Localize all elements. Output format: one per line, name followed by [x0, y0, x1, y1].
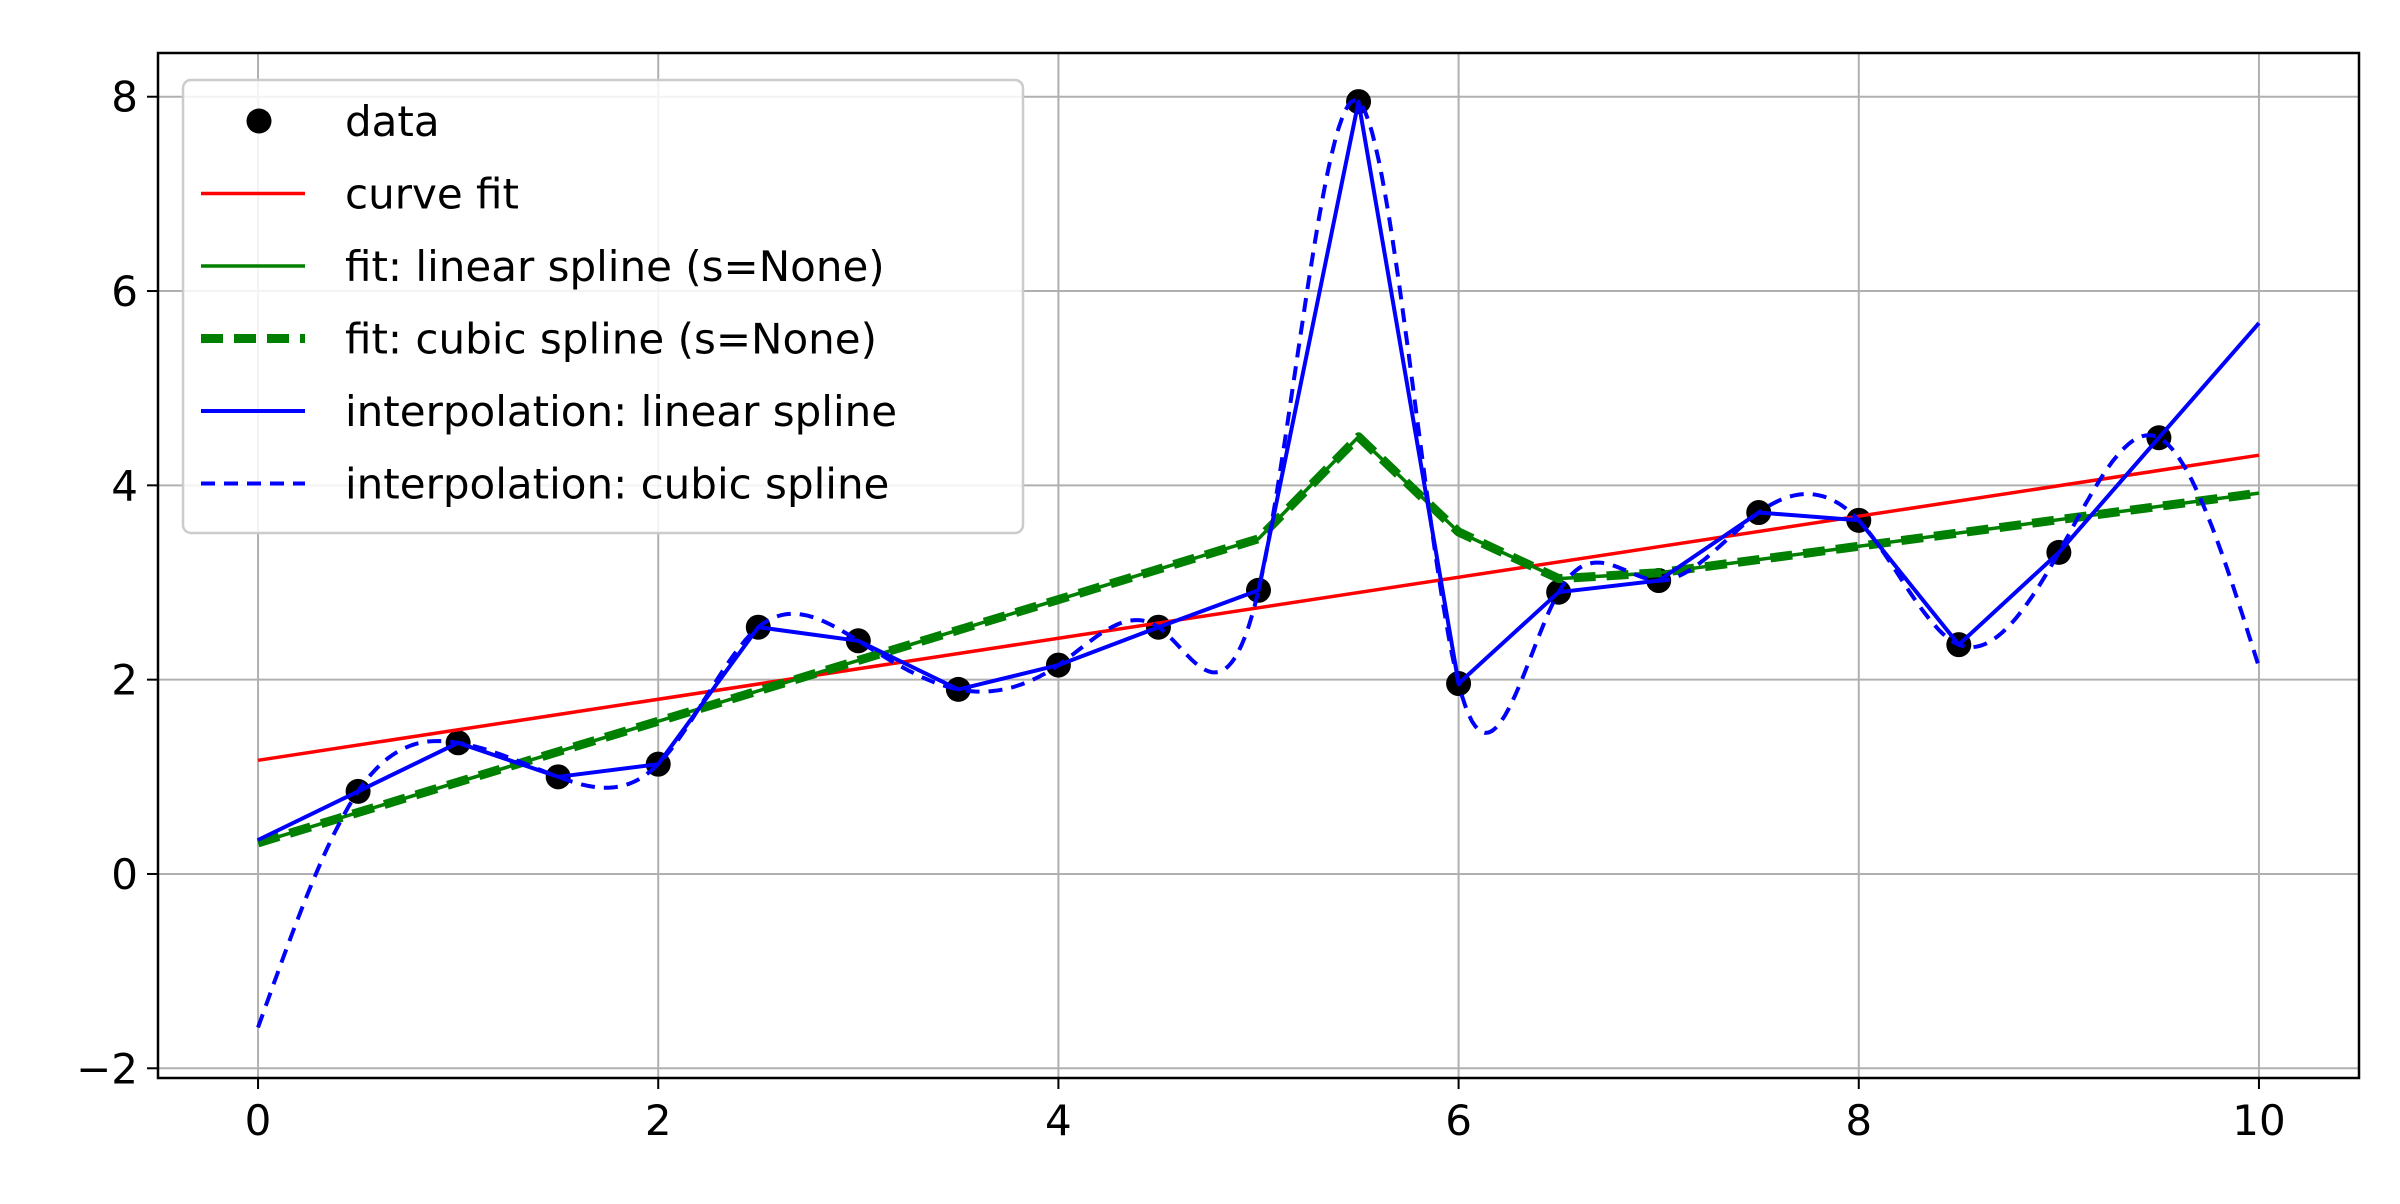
plot-frame [156, 51, 2361, 1080]
ticks-layer: 0 2 4 6 8 10 −2 0 2 4 6 8 [76, 73, 2286, 1145]
legend-box [181, 78, 1025, 535]
series-curve-fit-line [257, 453, 2260, 763]
series-fit-cubic-spline-s-none-line [256, 432, 2260, 848]
legend-label: curve fit [345, 170, 519, 219]
series-layer [256, 89, 2261, 1029]
x-tick-label: 2 [645, 1096, 672, 1145]
y-tick-label: 4 [111, 461, 138, 510]
x-tick-label: 6 [1445, 1096, 1472, 1145]
series-interpolation-linear-spline-line [257, 99, 2261, 842]
legend-marker [246, 108, 272, 134]
x-tick-label: 4 [1045, 1096, 1072, 1145]
legend-label: fit: linear spline (s=None) [345, 242, 885, 291]
x-tick-label: 10 [2232, 1096, 2285, 1145]
legend: data curve fit fit: linear spline (s=None)… [181, 78, 1025, 535]
legend-label: fit: cubic spline (s=None) [345, 315, 877, 364]
grid-layer [158, 53, 2359, 1078]
x-tick-label: 8 [1845, 1096, 1872, 1145]
x-tick-label: 0 [245, 1096, 272, 1145]
y-tick-label: 2 [111, 656, 138, 705]
legend-label: data [345, 97, 440, 146]
y-tick-label: 6 [111, 267, 138, 316]
y-tick-label: 0 [111, 850, 138, 899]
y-tick-label: −2 [76, 1044, 138, 1093]
legend-label: interpolation: linear spline [345, 387, 897, 436]
y-tick-label: 8 [111, 73, 138, 122]
series-interpolation-cubic-spline-line [256, 98, 2261, 1029]
legend-label: interpolation: cubic spline [345, 460, 889, 509]
